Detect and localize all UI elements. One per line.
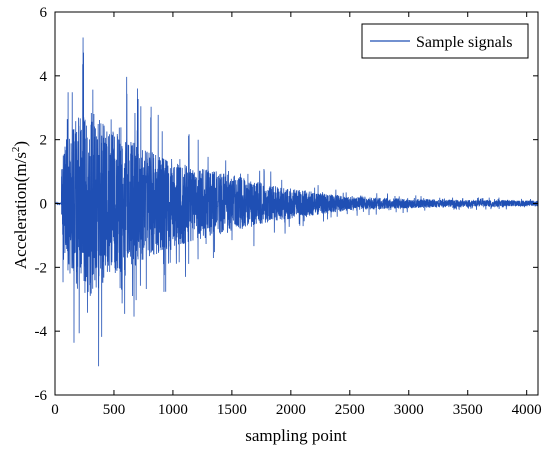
- x-tick-label: 4000: [512, 402, 542, 418]
- x-tick-label: 500: [103, 402, 126, 418]
- signal-line: [54, 37, 539, 367]
- x-tick-label: 2000: [276, 402, 306, 418]
- legend-label: Sample signals: [416, 34, 512, 51]
- x-tick-label: 1500: [217, 402, 247, 418]
- x-tick-label: 3500: [453, 402, 483, 418]
- y-axis-label-sup: 2: [10, 147, 22, 153]
- plot-layer: [54, 37, 539, 367]
- x-tick-label: 3000: [394, 402, 424, 418]
- y-tick-label: 6: [40, 5, 48, 21]
- y-tick-label: 0: [40, 197, 48, 213]
- x-tick-label: 1000: [158, 402, 188, 418]
- x-tick-label: 0: [51, 402, 59, 418]
- x-axis-label: sampling point: [245, 426, 347, 445]
- y-tick-label: -6: [35, 388, 48, 404]
- y-tick-label: 4: [40, 69, 48, 85]
- y-axis-label: Acceleration(m/s2): [10, 141, 30, 269]
- y-axis-label-close: ): [11, 141, 30, 147]
- y-axis-label-main: Acceleration(m/s: [11, 152, 30, 269]
- axes-layer: 0 500 1000 1500 2000 2500 3000 3500 4000 -6 -4 -2 0 2…: [35, 5, 542, 418]
- y-tick-label: -2: [35, 260, 48, 276]
- legend: Sample signals: [361, 23, 529, 59]
- x-tick-label: 2500: [335, 402, 365, 418]
- y-tick-label: 2: [40, 133, 48, 149]
- y-tick-label: -4: [35, 324, 48, 340]
